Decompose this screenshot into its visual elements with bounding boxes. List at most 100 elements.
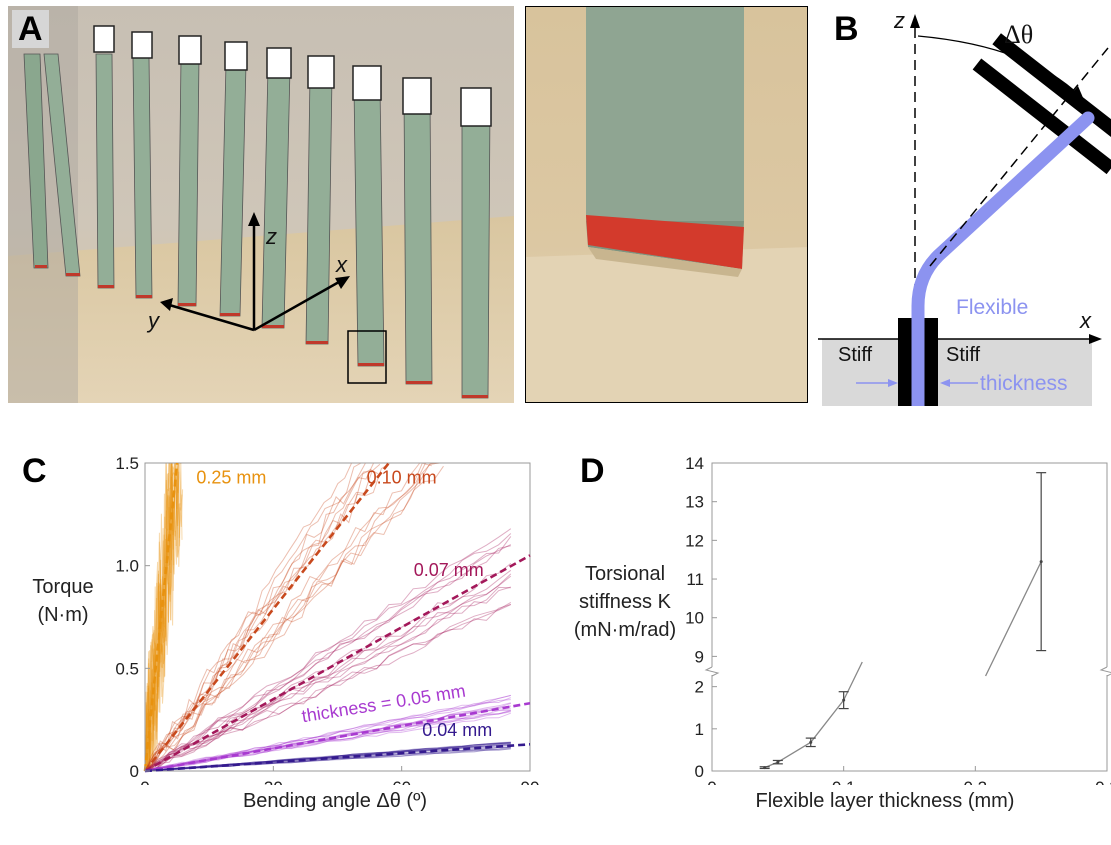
trial-curve bbox=[144, 462, 426, 772]
trial-curve bbox=[144, 573, 512, 772]
data-line-segment bbox=[810, 699, 845, 743]
trial-curve bbox=[144, 462, 375, 772]
panel-label-a: A bbox=[12, 10, 49, 48]
chart-c-torque: 030609000.51.01.50.25 mm0.10 mm0.07 mmth… bbox=[115, 454, 540, 785]
data-point bbox=[776, 760, 780, 764]
y-tick-label: 0.5 bbox=[115, 659, 139, 678]
trial-curve bbox=[144, 699, 511, 772]
angle-arc bbox=[917, 35, 1081, 97]
trial-curve bbox=[144, 462, 441, 772]
y-tick-label: 10 bbox=[685, 609, 704, 628]
trial-curve bbox=[144, 465, 444, 772]
y-tick-label: 1.0 bbox=[115, 557, 139, 576]
data-point bbox=[809, 740, 813, 744]
y-tick-label: 1 bbox=[695, 720, 704, 739]
trial-curve bbox=[144, 462, 432, 772]
schematic-b: B z Δθ Flexible x Stiff Stiff thickness bbox=[818, 6, 1111, 413]
axes-arrows bbox=[165, 218, 347, 332]
y-tick-label: 13 bbox=[685, 493, 704, 512]
angle-label: Δθ bbox=[1004, 20, 1034, 49]
xlabel-d: Flexible layer thickness (mm) bbox=[755, 790, 1015, 812]
ylabel-d-line: Torsional bbox=[584, 563, 666, 585]
trial-curve bbox=[144, 462, 180, 772]
plot-frame-d-upper bbox=[711, 462, 1108, 667]
axis-z-label: z bbox=[266, 224, 277, 249]
xlabel-c: Bending angle Δθ (º) bbox=[242, 790, 428, 812]
series-label-2: 0.07 mm bbox=[414, 560, 484, 580]
y-tick-label: 11 bbox=[686, 570, 704, 589]
axis-y-label: y bbox=[148, 308, 159, 333]
trial-curve bbox=[144, 603, 511, 772]
data-point bbox=[1039, 560, 1043, 564]
trial-curve bbox=[144, 545, 511, 772]
y-tick-label: 0 bbox=[130, 762, 139, 781]
trial-curve bbox=[144, 697, 511, 772]
trial-curve bbox=[144, 694, 511, 772]
rotated-stiff-bottom bbox=[972, 58, 1111, 175]
trial-curve bbox=[144, 462, 366, 772]
trial-curve bbox=[144, 586, 511, 772]
photo-strips: A z x y bbox=[8, 6, 514, 403]
strips-photo-drawing bbox=[8, 6, 514, 403]
trial-curve bbox=[144, 709, 511, 772]
base-block bbox=[822, 339, 1092, 406]
trial-curve bbox=[144, 694, 511, 772]
stiff-right-label: Stiff bbox=[946, 344, 981, 366]
thickness-label: thickness bbox=[980, 372, 1068, 395]
data-line-segment bbox=[777, 741, 812, 763]
ylabel-c-line: Torque bbox=[32, 576, 94, 598]
fit-line-4 bbox=[144, 743, 531, 773]
trial-curve bbox=[144, 462, 440, 772]
y-tick-label: 14 bbox=[685, 454, 704, 473]
x-tick-label: 90 bbox=[521, 778, 540, 785]
hinge-schematic bbox=[818, 14, 1111, 413]
trial-curve bbox=[144, 544, 512, 772]
stiff-left-layer bbox=[898, 318, 912, 406]
trial-curve bbox=[144, 702, 511, 772]
fit-line-3 bbox=[144, 701, 531, 773]
axis-break-right bbox=[1099, 666, 1111, 677]
y-tick-label: 0 bbox=[695, 762, 704, 781]
data-point bbox=[763, 766, 767, 770]
trial-curve bbox=[144, 463, 390, 772]
series-label-0: 0.25 mm bbox=[196, 468, 266, 488]
trial-curve bbox=[144, 601, 512, 772]
trial-curve bbox=[144, 462, 172, 772]
x-tick-label: 0.2 bbox=[964, 778, 988, 785]
trial-curve bbox=[144, 575, 512, 772]
green-strips bbox=[23, 53, 491, 399]
plot-frame-c bbox=[144, 462, 531, 772]
axis-break-left bbox=[704, 666, 720, 677]
axis-z-label-b: z bbox=[894, 8, 905, 33]
trial-curve bbox=[144, 536, 512, 772]
trial-curve bbox=[144, 463, 381, 772]
series-label-4: 0.04 mm bbox=[422, 720, 492, 740]
data-line-segment bbox=[843, 661, 863, 701]
fit-line-2 bbox=[144, 554, 531, 773]
ylabel-d-line: (mN·m/rad) bbox=[573, 619, 677, 641]
panel-label-d: D bbox=[580, 452, 605, 490]
panel-label-b: B bbox=[834, 10, 859, 48]
ylabel-d-line: stiffness K bbox=[579, 591, 671, 613]
trial-curve bbox=[144, 569, 512, 772]
x-tick-label: 60 bbox=[392, 778, 411, 785]
trial-curve bbox=[145, 462, 181, 772]
photo-zoom bbox=[525, 6, 808, 403]
trial-curve bbox=[144, 462, 184, 772]
flexible-label: Flexible bbox=[956, 296, 1029, 319]
trial-curve bbox=[144, 710, 511, 772]
y-tick-label: 12 bbox=[685, 531, 704, 550]
y-tick-label: 2 bbox=[695, 678, 704, 697]
data-point bbox=[842, 698, 846, 702]
ylabel-d: Torsional stiffness K (mN·m/rad) bbox=[556, 560, 694, 644]
x-tick-label: 0 bbox=[140, 778, 149, 785]
trial-curve bbox=[144, 462, 173, 772]
red-bases bbox=[35, 265, 488, 398]
trial-curve bbox=[144, 462, 421, 772]
flexible-layer bbox=[911, 111, 1095, 413]
fit-line-0 bbox=[143, 462, 179, 772]
axis-x-label-b: x bbox=[1080, 308, 1091, 333]
trial-curve bbox=[144, 471, 372, 772]
trial-curve bbox=[144, 711, 511, 772]
trial-curve bbox=[144, 604, 512, 772]
